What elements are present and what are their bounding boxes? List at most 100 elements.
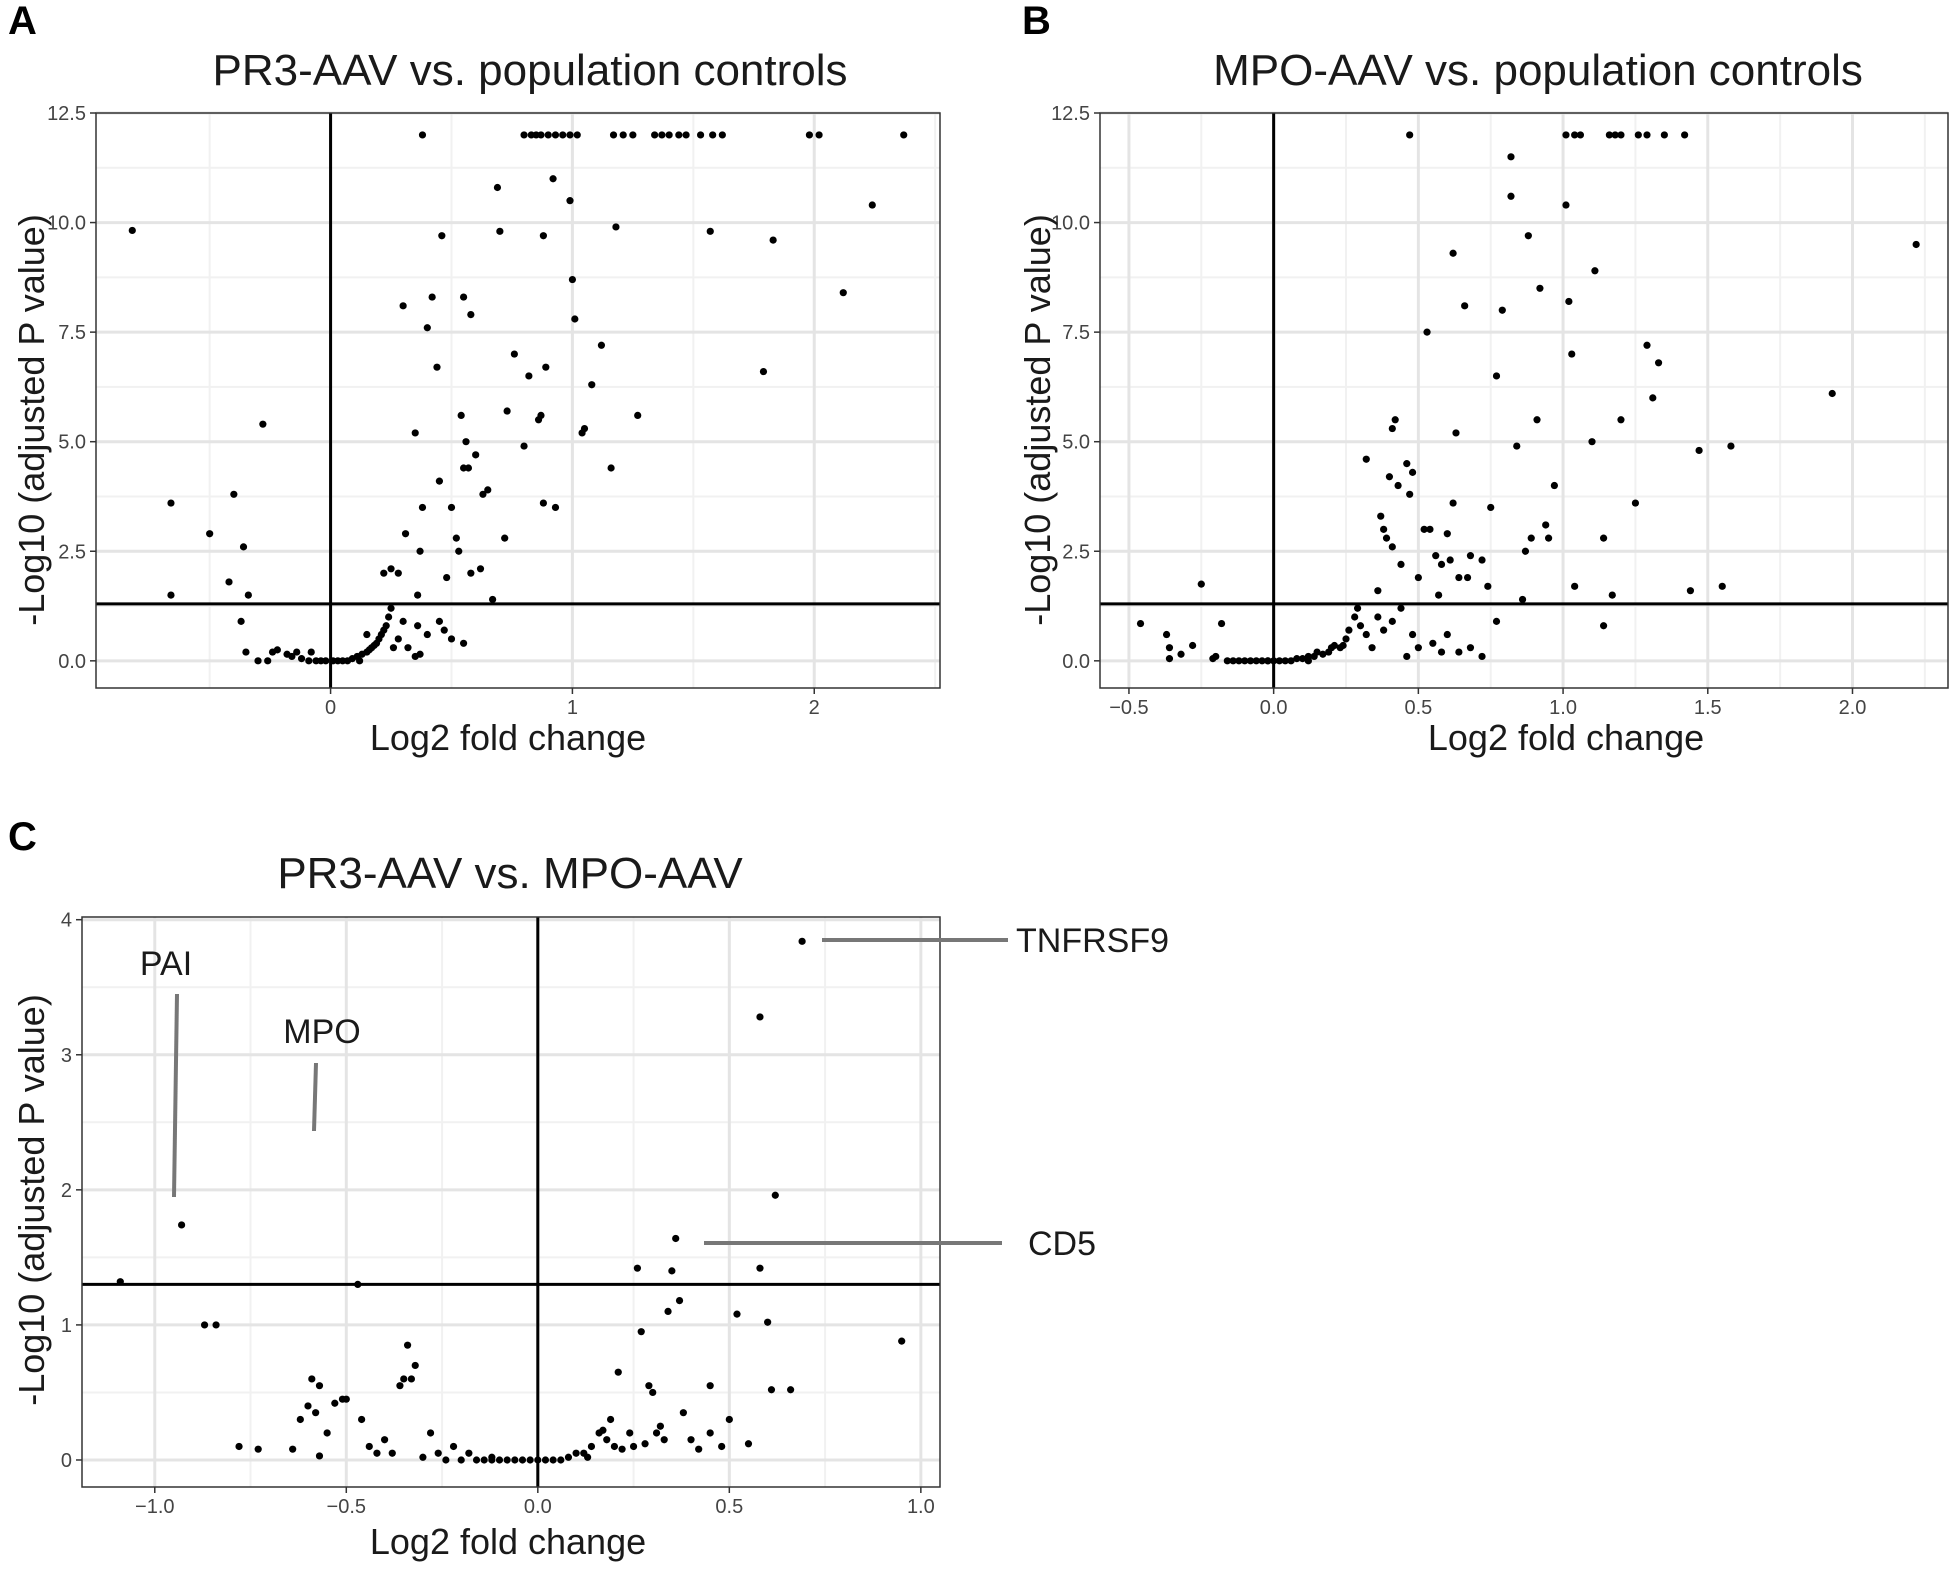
data-point [1281, 657, 1289, 665]
data-point [1368, 644, 1376, 652]
data-point [394, 635, 402, 643]
data-point [400, 1375, 408, 1383]
data-point [1356, 622, 1365, 630]
y-tick-label: 2 [61, 1180, 72, 1202]
data-point [315, 1382, 324, 1390]
data-point [428, 293, 436, 301]
annotation-mpo-leader [312, 1062, 318, 1132]
data-point [769, 236, 777, 244]
annotation-pai-label: PAI [140, 945, 192, 983]
panel-c: C PR3-AAV vs. MPO-AAV −1.0 −0.5 0.0 0.5 1.0 … [8, 815, 1169, 1562]
data-point [682, 131, 690, 139]
data-point [787, 1386, 795, 1394]
data-point [297, 655, 306, 663]
data-point [1588, 438, 1596, 446]
data-point [322, 657, 330, 665]
data-point [177, 1221, 186, 1229]
data-point [1446, 556, 1454, 564]
data-point [1591, 267, 1599, 275]
data-point [365, 1442, 373, 1451]
data-point [629, 1442, 638, 1451]
x-tick-label: −1.0 [135, 1496, 174, 1518]
data-point [652, 1429, 661, 1437]
x-tick-label: 1.0 [1549, 697, 1577, 719]
data-point [503, 1456, 511, 1464]
data-point [225, 578, 233, 586]
data-point [603, 1436, 611, 1444]
data-point [1189, 641, 1197, 650]
data-point [382, 622, 390, 630]
data-point [293, 648, 301, 656]
data-point [1463, 573, 1472, 582]
data-point [1423, 328, 1431, 336]
y-tick-label: 10.0 [1051, 213, 1090, 235]
y-tick-label: 7.5 [1062, 322, 1090, 344]
data-point [1394, 481, 1402, 490]
data-point [1258, 657, 1266, 665]
data-point [633, 1264, 642, 1272]
data-point [1455, 648, 1463, 656]
data-point [455, 547, 463, 555]
data-point [1330, 641, 1339, 650]
y-tick-label: 2.5 [1062, 541, 1090, 563]
data-point [1727, 442, 1735, 450]
data-point [380, 569, 388, 577]
data-point [380, 1436, 389, 1444]
data-point [1605, 131, 1613, 139]
data-point [342, 1395, 350, 1403]
data-point [288, 652, 296, 661]
data-point [416, 650, 424, 658]
data-point [411, 1361, 419, 1370]
data-point [1252, 657, 1260, 665]
data-point [645, 1382, 653, 1390]
y-tick-label: 3 [61, 1045, 72, 1067]
data-point [679, 1409, 687, 1417]
data-point [551, 131, 560, 139]
data-point [1351, 613, 1359, 621]
panel-b-x-ticks: −0.5 0.0 0.5 1.0 1.5 2.0 [1109, 688, 1866, 719]
data-point [331, 1399, 339, 1407]
data-point [510, 350, 518, 358]
data-point [1695, 446, 1703, 455]
data-point [539, 232, 547, 240]
data-point [1235, 657, 1243, 665]
data-point [551, 503, 560, 512]
data-point [1536, 284, 1544, 292]
data-point [476, 565, 485, 573]
data-point [212, 1321, 220, 1329]
data-point [1521, 547, 1530, 555]
data-point [665, 131, 673, 139]
data-point [1414, 573, 1422, 582]
data-point [435, 617, 444, 625]
data-point [696, 131, 705, 139]
panel-b-title: MPO-AAV vs. population controls [1213, 46, 1863, 95]
y-tick-label: 5.0 [1062, 432, 1090, 454]
panel-a-points [128, 131, 908, 665]
data-point [1571, 582, 1579, 590]
data-point [472, 1456, 481, 1464]
data-point [296, 1415, 304, 1424]
data-point [1542, 521, 1550, 529]
data-point [1420, 525, 1428, 533]
data-point [501, 534, 509, 542]
data-point [1461, 302, 1469, 310]
data-point [539, 499, 547, 507]
data-point [1391, 416, 1399, 424]
data-point [472, 451, 480, 459]
data-point [733, 1310, 741, 1318]
data-point [230, 490, 238, 498]
data-point [403, 1341, 412, 1349]
data-point [1426, 525, 1434, 533]
data-point [435, 477, 444, 485]
data-point [511, 1456, 519, 1464]
data-point [1599, 534, 1608, 542]
panel-b-frame [1099, 112, 1949, 689]
data-point [1377, 512, 1385, 520]
data-point [235, 1442, 243, 1451]
data-point [1576, 131, 1585, 139]
data-point [484, 486, 492, 494]
x-tick-label: 0.5 [1404, 697, 1432, 719]
y-tick-label: 0 [61, 1450, 72, 1472]
data-point [399, 617, 407, 625]
data-point [503, 407, 511, 415]
